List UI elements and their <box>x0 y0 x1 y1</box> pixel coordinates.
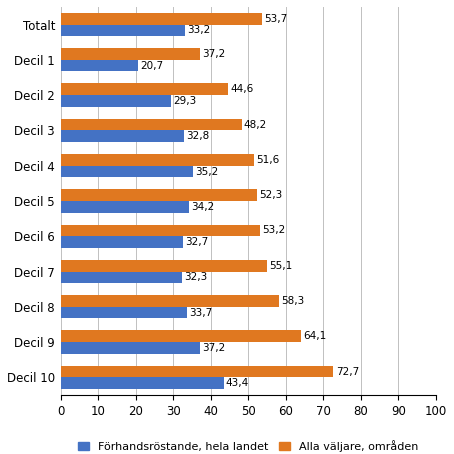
Bar <box>61 331 301 342</box>
Bar <box>61 119 242 130</box>
Text: 52,3: 52,3 <box>259 190 282 200</box>
Text: 44,6: 44,6 <box>230 84 253 94</box>
Bar <box>61 130 184 142</box>
Text: 32,7: 32,7 <box>186 237 209 247</box>
Text: 20,7: 20,7 <box>141 61 164 71</box>
Bar <box>61 84 228 95</box>
Bar <box>61 342 200 354</box>
Text: 32,8: 32,8 <box>186 131 209 141</box>
Text: 32,3: 32,3 <box>184 272 207 282</box>
Text: 53,7: 53,7 <box>264 14 288 24</box>
Text: 48,2: 48,2 <box>244 119 267 129</box>
Text: 34,2: 34,2 <box>191 202 214 212</box>
Text: 33,7: 33,7 <box>189 308 212 318</box>
Text: 29,3: 29,3 <box>173 96 196 106</box>
Text: 51,6: 51,6 <box>257 155 280 165</box>
Bar <box>61 166 193 178</box>
Text: 72,7: 72,7 <box>336 366 359 376</box>
Text: 58,3: 58,3 <box>281 296 305 306</box>
Bar <box>61 189 257 201</box>
Text: 37,2: 37,2 <box>202 49 226 59</box>
Bar <box>61 201 189 212</box>
Text: 33,2: 33,2 <box>188 25 211 35</box>
Text: 43,4: 43,4 <box>226 378 249 388</box>
Bar <box>61 236 183 248</box>
Bar <box>61 295 279 307</box>
Text: 37,2: 37,2 <box>202 343 226 353</box>
Bar <box>61 25 185 36</box>
Legend: Förhandsröstande, hela landet, Alla väljare, områden: Förhandsröstande, hela landet, Alla välj… <box>74 435 423 454</box>
Bar <box>61 95 171 107</box>
Bar <box>61 307 187 318</box>
Bar <box>61 60 138 71</box>
Bar <box>61 260 267 271</box>
Bar <box>61 377 223 389</box>
Text: 64,1: 64,1 <box>303 331 327 341</box>
Bar <box>61 225 260 236</box>
Bar <box>61 366 334 377</box>
Text: 35,2: 35,2 <box>195 167 218 177</box>
Bar <box>61 271 182 283</box>
Bar <box>61 48 200 60</box>
Text: 55,1: 55,1 <box>270 261 293 271</box>
Bar <box>61 154 254 166</box>
Text: 53,2: 53,2 <box>262 226 286 236</box>
Bar <box>61 13 262 25</box>
